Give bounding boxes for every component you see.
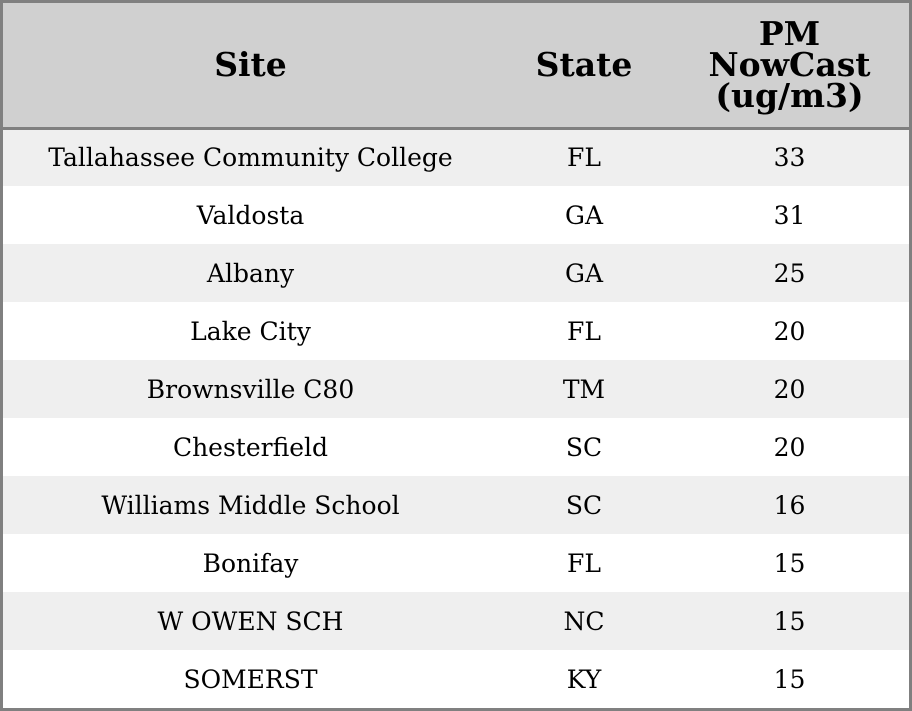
cell-site: Valdosta — [196, 200, 305, 230]
cell-pm-nowcast: 15 — [773, 606, 806, 636]
cell-pm-nowcast: 20 — [773, 374, 806, 404]
table-body: Tallahassee Community College FL 33 Valdost… — [3, 128, 909, 708]
table-row: W OWEN SCH NC 15 — [3, 592, 909, 650]
table-header: Site State PM NowCast (ug/m3) — [3, 3, 909, 130]
header-pm-nowcast: PM NowCast (ug/m3) — [670, 3, 909, 130]
cell-site: Brownsville C80 — [146, 374, 355, 404]
cell-state: NC — [563, 606, 605, 636]
header-pm-line-2: NowCast — [708, 45, 871, 85]
cell-site: SOMERST — [183, 664, 318, 694]
cell-state: GA — [564, 258, 604, 288]
table-row: Valdosta GA 31 — [3, 186, 909, 244]
cell-state: SC — [565, 490, 603, 520]
header-pm-line-3: (ug/m3) — [715, 76, 864, 116]
cell-pm-nowcast: 25 — [773, 258, 806, 288]
table-row: SOMERST KY 15 — [3, 650, 909, 708]
cell-pm-nowcast: 16 — [773, 490, 806, 520]
header-state: State — [498, 3, 670, 130]
cell-site: Albany — [206, 258, 295, 288]
cell-pm-nowcast: 20 — [773, 432, 806, 462]
cell-site: W OWEN SCH — [157, 606, 344, 636]
cell-site: Williams Middle School — [101, 490, 400, 520]
table-row: Bonifay FL 15 — [3, 534, 909, 592]
header-pm-line-1: PM — [758, 14, 821, 54]
table-row: Chesterfield SC 20 — [3, 418, 909, 476]
cell-state: SC — [565, 432, 603, 462]
cell-site: Chesterfield — [172, 432, 329, 462]
cell-pm-nowcast: 15 — [773, 664, 806, 694]
cell-state: FL — [567, 316, 601, 346]
cell-state: GA — [564, 200, 604, 230]
cell-state: FL — [567, 143, 601, 173]
table-row: Lake City FL 20 — [3, 302, 909, 360]
cell-pm-nowcast: 15 — [773, 548, 806, 578]
cell-site: Tallahassee Community College — [48, 143, 453, 173]
cell-state: FL — [567, 548, 601, 578]
table-row: Albany GA 25 — [3, 244, 909, 302]
cell-pm-nowcast: 31 — [773, 200, 806, 230]
cell-pm-nowcast: 20 — [773, 316, 806, 346]
table-row: Williams Middle School SC 16 — [3, 476, 909, 534]
cell-pm-nowcast: 33 — [773, 143, 806, 173]
pm-nowcast-table: Site State PM NowCast (ug/m3) Tallahasse… — [3, 3, 909, 708]
table-row: Brownsville C80 TM 20 — [3, 360, 909, 418]
header-site: Site — [3, 3, 498, 130]
cell-site: Lake City — [190, 316, 311, 346]
header-row: Site State PM NowCast (ug/m3) — [3, 3, 909, 130]
table-row: Tallahassee Community College FL 33 — [3, 128, 909, 186]
cell-state: KY — [566, 664, 602, 694]
cell-state: TM — [562, 374, 606, 404]
cell-site: Bonifay — [202, 548, 299, 578]
